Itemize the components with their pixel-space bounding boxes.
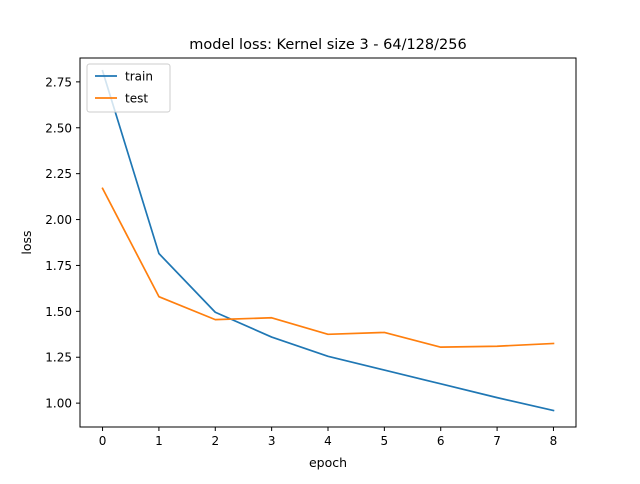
x-tick-label: 2 (211, 434, 219, 448)
y-tick-label: 2.00 (45, 213, 72, 227)
series-line-train (101, 69, 555, 412)
legend-label-train: train (125, 70, 153, 84)
x-tick-label: 3 (268, 434, 276, 448)
y-axis-ticks: 1.00 1.25 1.50 1.75 2.00 2.25 2.50 2.75 (45, 75, 80, 411)
y-axis-label: loss (19, 230, 34, 254)
y-tick-label: 2.75 (45, 75, 72, 89)
x-tick-label: 4 (324, 434, 332, 448)
y-tick-label: 1.75 (45, 259, 72, 273)
series-layer (101, 69, 555, 412)
x-tick-label: 8 (550, 434, 558, 448)
x-tick-label: 0 (99, 434, 107, 448)
x-axis-ticks: 0 1 2 3 4 5 6 7 8 (99, 427, 558, 448)
x-tick-label: 6 (437, 434, 445, 448)
legend: train test (86, 63, 171, 113)
y-tick-label: 2.50 (45, 121, 72, 135)
y-tick-label: 2.25 (45, 167, 72, 181)
y-tick-label: 1.50 (45, 305, 72, 319)
y-tick-label: 1.00 (45, 397, 72, 411)
y-tick-label: 1.25 (45, 351, 72, 365)
legend-label-test: test (125, 92, 148, 106)
x-tick-label: 1 (155, 434, 163, 448)
x-tick-label: 7 (493, 434, 501, 448)
x-tick-label: 5 (381, 434, 389, 448)
x-axis-label: epoch (309, 455, 347, 470)
series-line-test (101, 187, 555, 348)
chart-title: model loss: Kernel size 3 - 64/128/256 (189, 37, 466, 53)
